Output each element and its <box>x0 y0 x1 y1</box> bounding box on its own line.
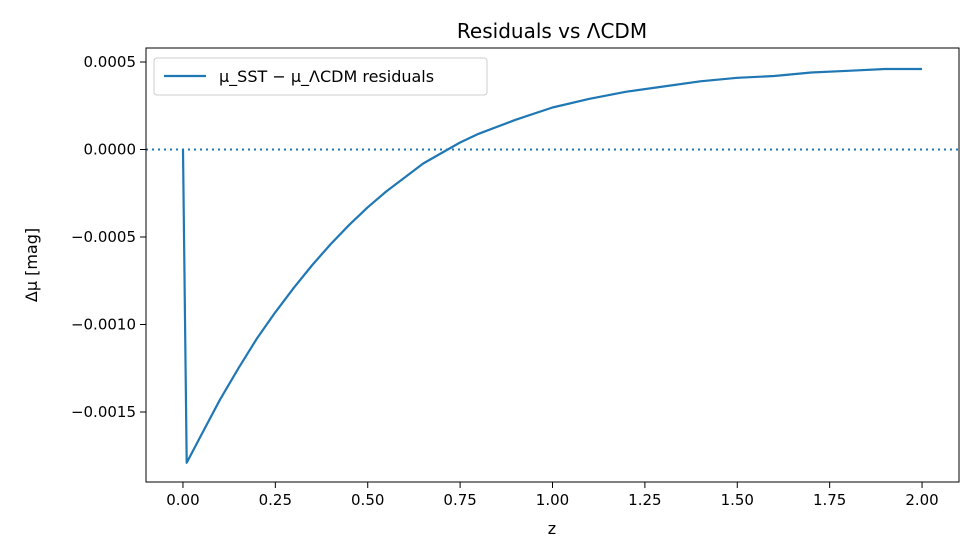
plot-frame <box>145 47 960 483</box>
x-tick-label: 1.50 <box>721 491 754 509</box>
x-tick-label: 0.75 <box>443 491 476 509</box>
series-line-0 <box>181 67 922 464</box>
y-tick-label: −0.0005 <box>71 228 136 246</box>
x-axis: 0.00 0.25 0.50 0.75 1.00 1.25 1.50 1.75 2.00 <box>166 482 939 509</box>
legend-box <box>153 57 488 96</box>
y-axis-label: Δμ [mag] <box>22 228 41 302</box>
x-tick-label: 2.00 <box>905 491 938 509</box>
x-tick-label: 1.25 <box>628 491 661 509</box>
y-tick-label: −0.0010 <box>71 316 136 334</box>
plot-area <box>146 67 959 464</box>
y-tick-label: −0.0015 <box>71 403 136 421</box>
legend: μ_SST − μ_ΛCDM residuals <box>153 57 488 96</box>
y-axis: 0.0005 0.0000 −0.0005 −0.0010 −0.0015 <box>71 53 146 421</box>
x-tick-label: 0.25 <box>259 491 292 509</box>
x-tick-label: 0.00 <box>166 491 199 509</box>
x-tick-label: 0.50 <box>351 491 384 509</box>
chart-title: Residuals vs ΛCDM <box>457 19 647 43</box>
x-tick-label: 1.00 <box>536 491 569 509</box>
y-tick-label: 0.0000 <box>84 141 137 159</box>
y-tick-label: 0.0005 <box>84 53 137 71</box>
x-tick-label: 1.75 <box>813 491 846 509</box>
x-axis-label: z <box>548 519 556 538</box>
legend-label: μ_SST − μ_ΛCDM residuals <box>219 67 434 87</box>
